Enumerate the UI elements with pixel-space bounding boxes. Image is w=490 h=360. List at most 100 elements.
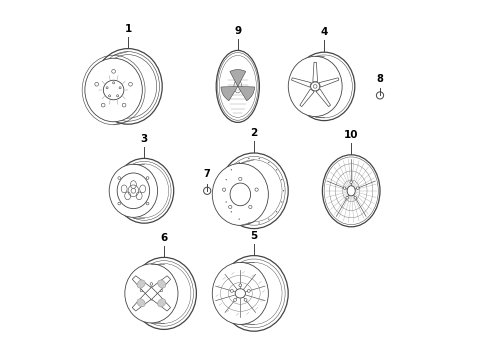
Text: 2: 2 <box>250 128 258 138</box>
Wedge shape <box>230 69 245 86</box>
Polygon shape <box>151 276 171 293</box>
Polygon shape <box>313 62 318 82</box>
Circle shape <box>346 197 348 199</box>
Text: 9: 9 <box>234 26 242 36</box>
Circle shape <box>118 202 121 205</box>
Circle shape <box>129 82 132 86</box>
Ellipse shape <box>85 58 142 122</box>
Polygon shape <box>132 293 151 311</box>
Text: 10: 10 <box>344 130 359 140</box>
Circle shape <box>234 298 237 301</box>
Text: 5: 5 <box>250 231 258 241</box>
Polygon shape <box>151 293 171 311</box>
Circle shape <box>239 162 240 163</box>
Ellipse shape <box>212 262 269 324</box>
Ellipse shape <box>235 289 245 298</box>
Ellipse shape <box>121 185 127 193</box>
Wedge shape <box>238 86 255 101</box>
Circle shape <box>113 82 115 84</box>
Circle shape <box>276 169 277 170</box>
Circle shape <box>350 181 352 184</box>
Ellipse shape <box>158 299 166 307</box>
Ellipse shape <box>230 183 250 206</box>
Circle shape <box>247 289 250 292</box>
Circle shape <box>140 289 143 292</box>
Circle shape <box>231 169 232 170</box>
Circle shape <box>259 222 260 224</box>
Circle shape <box>131 188 136 193</box>
Circle shape <box>248 158 249 159</box>
Ellipse shape <box>130 181 136 188</box>
Circle shape <box>231 211 232 212</box>
Circle shape <box>118 177 121 179</box>
Circle shape <box>109 95 111 97</box>
Ellipse shape <box>219 55 256 117</box>
Circle shape <box>122 103 126 107</box>
Circle shape <box>268 219 270 220</box>
Circle shape <box>156 300 159 302</box>
Circle shape <box>343 187 346 189</box>
Ellipse shape <box>109 164 158 217</box>
Ellipse shape <box>136 192 142 200</box>
Circle shape <box>147 202 149 205</box>
Polygon shape <box>292 78 311 87</box>
Ellipse shape <box>125 264 178 323</box>
Ellipse shape <box>212 163 269 225</box>
Polygon shape <box>319 78 339 87</box>
Circle shape <box>259 158 260 159</box>
Text: 4: 4 <box>320 27 328 37</box>
Ellipse shape <box>146 287 157 300</box>
Circle shape <box>144 300 147 302</box>
Circle shape <box>239 219 240 220</box>
Circle shape <box>112 69 116 73</box>
Ellipse shape <box>137 299 145 307</box>
Polygon shape <box>132 276 151 293</box>
Text: 8: 8 <box>376 73 384 84</box>
Ellipse shape <box>347 186 355 196</box>
Ellipse shape <box>137 280 145 288</box>
Circle shape <box>101 103 105 107</box>
Circle shape <box>222 188 226 191</box>
Circle shape <box>283 190 284 192</box>
Polygon shape <box>300 89 314 107</box>
Polygon shape <box>316 89 331 107</box>
Circle shape <box>117 95 119 97</box>
Circle shape <box>119 87 121 89</box>
Circle shape <box>239 177 242 181</box>
Circle shape <box>106 87 108 89</box>
Text: 3: 3 <box>141 134 148 144</box>
Circle shape <box>229 205 232 208</box>
Circle shape <box>225 179 227 180</box>
Circle shape <box>225 201 227 203</box>
Circle shape <box>249 205 252 208</box>
Ellipse shape <box>140 185 146 193</box>
Ellipse shape <box>125 192 131 200</box>
Circle shape <box>281 179 282 180</box>
Circle shape <box>248 222 249 224</box>
Ellipse shape <box>288 56 342 117</box>
Text: 6: 6 <box>160 233 168 243</box>
Ellipse shape <box>158 280 166 288</box>
Circle shape <box>276 211 277 212</box>
Circle shape <box>239 284 242 287</box>
Ellipse shape <box>311 82 320 91</box>
Ellipse shape <box>117 173 149 209</box>
Text: 7: 7 <box>204 169 211 179</box>
Text: 1: 1 <box>124 24 132 34</box>
Circle shape <box>268 162 270 163</box>
Circle shape <box>150 283 153 285</box>
Circle shape <box>281 201 282 203</box>
Circle shape <box>354 197 357 199</box>
Circle shape <box>224 190 225 192</box>
Circle shape <box>204 187 211 194</box>
Circle shape <box>147 177 149 179</box>
Circle shape <box>230 289 233 292</box>
Ellipse shape <box>234 80 242 93</box>
Circle shape <box>244 298 247 301</box>
Circle shape <box>357 187 359 189</box>
Circle shape <box>255 188 258 191</box>
Circle shape <box>160 289 163 292</box>
Circle shape <box>314 85 317 88</box>
Circle shape <box>376 92 384 99</box>
Wedge shape <box>221 86 238 101</box>
